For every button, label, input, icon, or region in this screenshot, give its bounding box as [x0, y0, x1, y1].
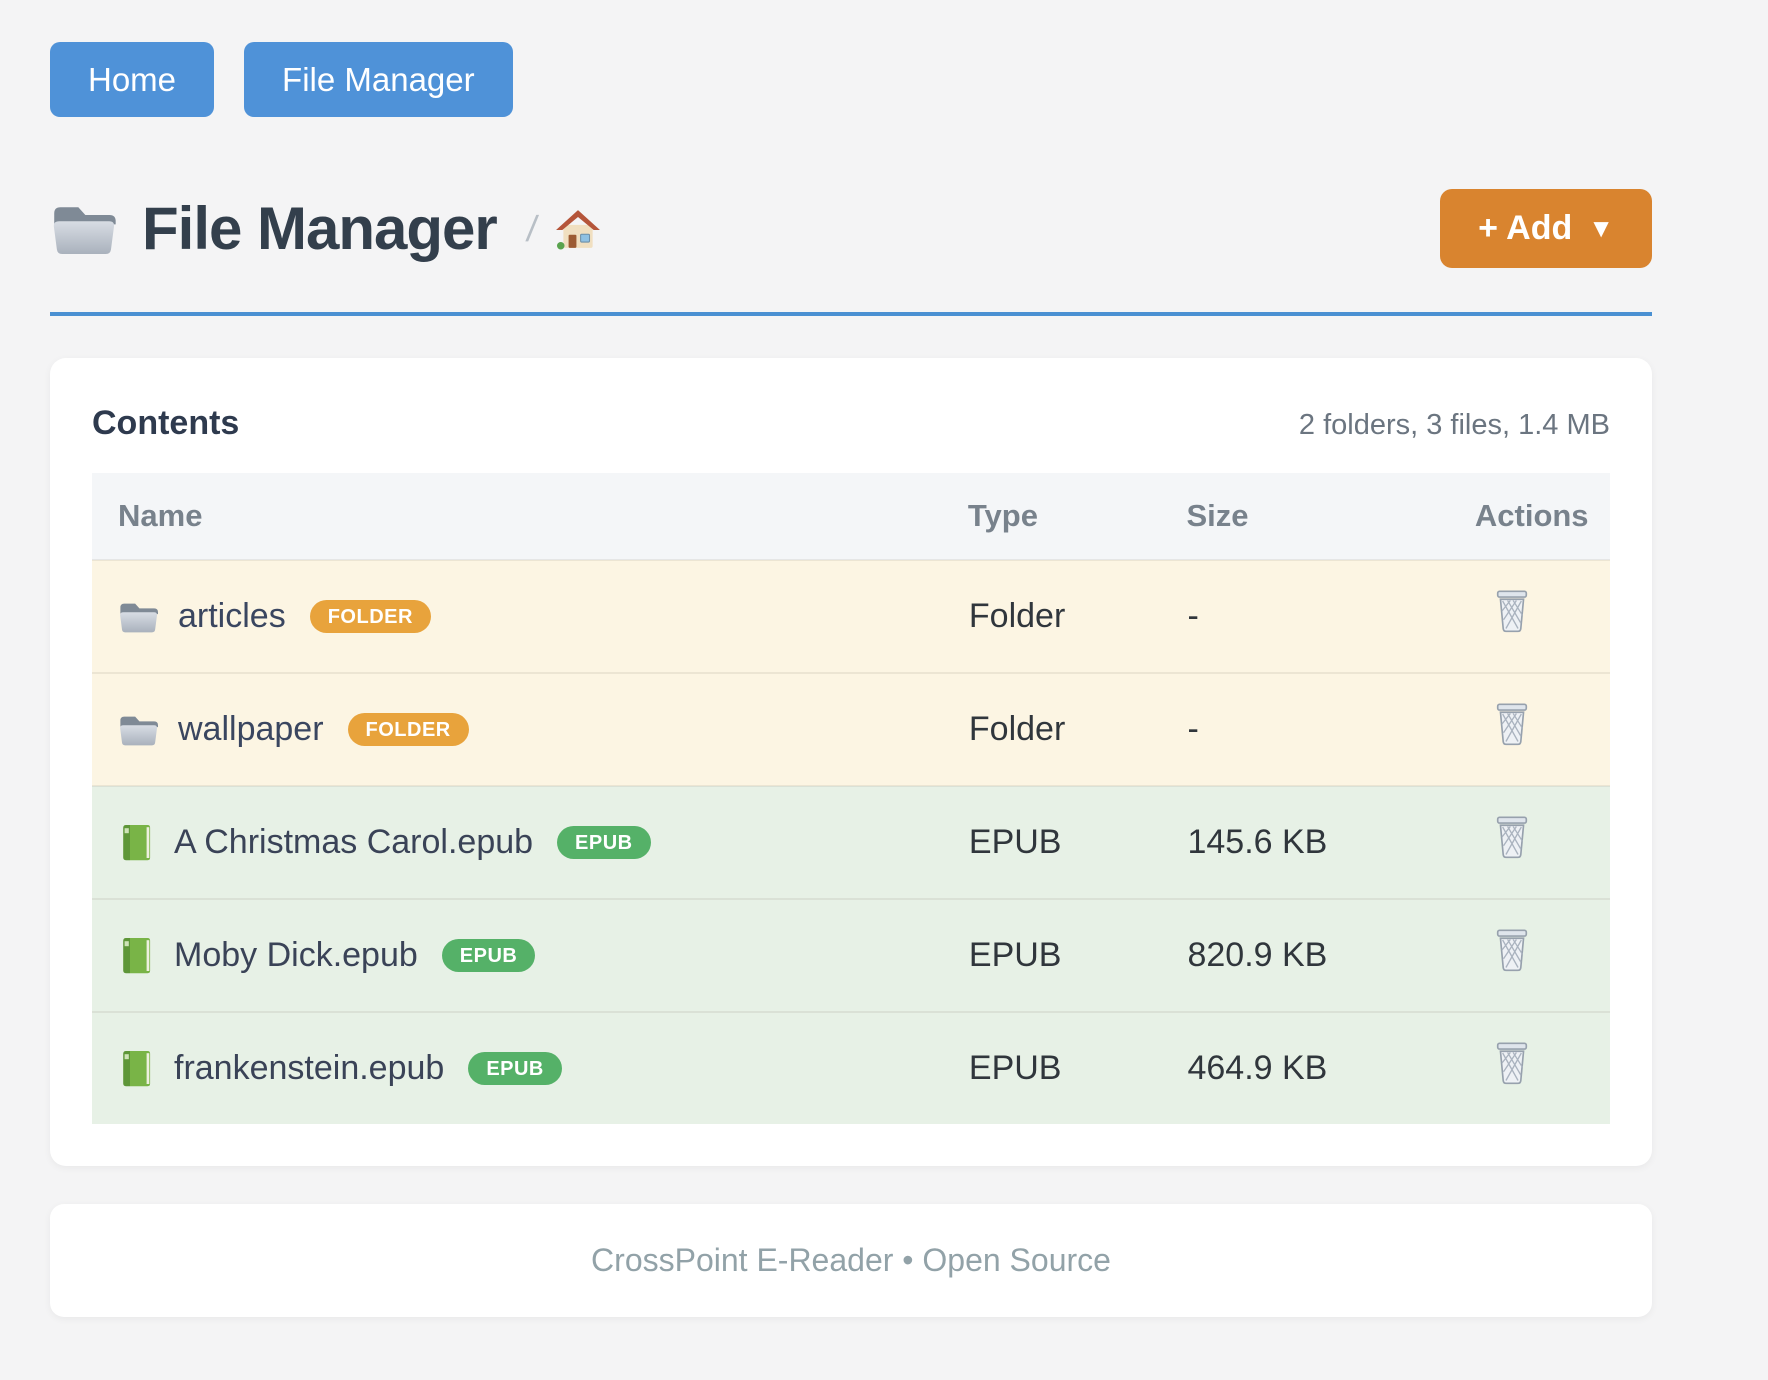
file-type-cell: EPUB [968, 823, 1062, 862]
file-table: Name Type Size Actions articles [92, 473, 1610, 1125]
table-row: A Christmas Carol.epub EPUB EPUB 145.6 K… [92, 786, 1610, 900]
file-name-link[interactable]: frankenstein.epub [174, 1049, 445, 1088]
file-name-link[interactable]: wallpaper [178, 710, 324, 749]
green-book-icon [123, 1050, 151, 1086]
file-name-cell: wallpaper FOLDER [118, 710, 967, 749]
file-size-cell: 464.9 KB [1187, 1049, 1328, 1088]
page-title: File Manager [142, 195, 498, 263]
wastebasket-icon [1496, 929, 1528, 972]
chevron-down-icon: ▼ [1588, 213, 1614, 244]
delete-button[interactable] [1494, 816, 1530, 860]
wastebasket-icon [1496, 590, 1528, 633]
table-row: articles FOLDER Folder - [92, 560, 1610, 674]
table-row: wallpaper FOLDER Folder - [92, 673, 1610, 787]
add-button[interactable]: + Add ▼ [1440, 189, 1652, 269]
green-book-icon [123, 937, 151, 973]
file-name-cell: articles FOLDER [118, 597, 967, 636]
delete-button[interactable] [1494, 703, 1530, 747]
file-size-cell: - [1187, 710, 1199, 749]
file-manager-nav-button[interactable]: File Manager [244, 42, 513, 118]
home-icon[interactable] [555, 208, 601, 250]
folder-icon [120, 716, 158, 746]
contents-heading: Contents [92, 404, 240, 443]
file-size-cell: - [1187, 597, 1199, 636]
file-size-cell: 145.6 KB [1187, 823, 1328, 862]
file-type-badge: EPUB [557, 826, 651, 860]
delete-button[interactable] [1494, 929, 1530, 973]
column-header-size: Size [1186, 473, 1475, 561]
footer: CrossPoint E-Reader • Open Source [50, 1204, 1652, 1318]
file-type-cell: Folder [968, 710, 1066, 749]
file-type-badge: EPUB [468, 1052, 562, 1086]
contents-card: Contents 2 folders, 3 files, 1.4 MB Name… [50, 358, 1652, 1167]
add-button-label: + Add [1478, 209, 1573, 248]
file-name-cell: A Christmas Carol.epub EPUB [118, 823, 967, 863]
column-header-actions: Actions [1474, 473, 1610, 561]
file-name-link[interactable]: Moby Dick.epub [174, 936, 418, 975]
page-header: File Manager / + Add ▼ [50, 189, 1652, 269]
file-name-link[interactable]: articles [178, 597, 286, 636]
table-row: frankenstein.epub EPUB EPUB 464.9 KB [92, 1012, 1610, 1125]
file-type-badge: FOLDER [309, 600, 431, 634]
column-header-type: Type [967, 473, 1187, 561]
contents-summary: 2 folders, 3 files, 1.4 MB [1298, 409, 1610, 442]
home-nav-button[interactable]: Home [50, 42, 215, 118]
table-row: Moby Dick.epub EPUB EPUB 820.9 KB [92, 899, 1610, 1013]
green-book-icon [123, 824, 151, 860]
file-type-cell: EPUB [968, 936, 1062, 975]
top-nav: Home File Manager [50, 42, 1652, 118]
breadcrumb: / [523, 207, 540, 249]
delete-button[interactable] [1494, 1042, 1530, 1086]
wastebasket-icon [1496, 1042, 1528, 1085]
file-table-header-row: Name Type Size Actions [92, 473, 1610, 561]
file-name-link[interactable]: A Christmas Carol.epub [174, 823, 534, 862]
file-type-badge: FOLDER [347, 713, 469, 747]
file-manager-page: Home File Manager File Manager / + Add ▼… [50, 0, 1652, 1318]
file-type-badge: EPUB [441, 939, 536, 973]
wastebasket-icon [1496, 703, 1528, 746]
folder-icon [120, 603, 158, 633]
file-type-cell: EPUB [968, 1049, 1062, 1088]
file-name-cell: frankenstein.epub EPUB [118, 1049, 967, 1089]
file-name-cell: Moby Dick.epub EPUB [118, 936, 967, 976]
delete-button[interactable] [1494, 590, 1530, 634]
contents-card-header: Contents 2 folders, 3 files, 1.4 MB [92, 404, 1610, 443]
column-header-name: Name [92, 473, 968, 561]
title-divider [50, 312, 1652, 317]
wastebasket-icon [1496, 816, 1528, 859]
file-type-cell: Folder [968, 597, 1066, 636]
footer-text: CrossPoint E-Reader • Open Source [591, 1242, 1111, 1279]
folder-icon [53, 206, 116, 254]
file-size-cell: 820.9 KB [1187, 936, 1328, 975]
